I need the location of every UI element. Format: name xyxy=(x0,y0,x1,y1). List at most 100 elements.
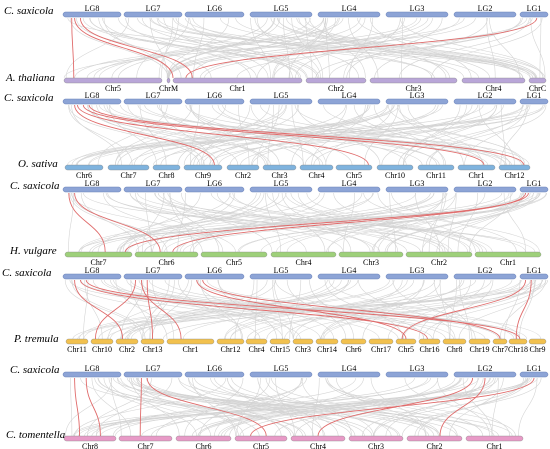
synteny-line xyxy=(210,377,392,437)
cs-chromosome-bar xyxy=(519,11,549,18)
synteny-line xyxy=(381,104,498,166)
synteny-line xyxy=(163,279,513,340)
synteny-line xyxy=(190,17,324,79)
synteny-line xyxy=(281,192,352,253)
synteny-line xyxy=(500,104,506,166)
synteny-line xyxy=(166,17,275,79)
cs-chromosome-label: LG2 xyxy=(478,4,493,13)
target-chromosome-bar xyxy=(299,164,334,171)
target-chromosome-bar xyxy=(405,251,473,258)
synteny-line xyxy=(387,279,485,340)
synteny-line xyxy=(422,279,543,340)
synteny-line xyxy=(130,279,395,340)
target-chromosome-bar xyxy=(348,435,404,442)
synteny-line xyxy=(305,17,313,79)
cs-chromosome-bar xyxy=(317,273,381,280)
highlighted-synteny-line xyxy=(74,104,215,166)
target-chromosome-label: Chr1 xyxy=(230,84,246,93)
target-chromosome-bar xyxy=(474,251,542,258)
cs-chromosome-bar xyxy=(184,371,245,378)
highlighted-synteny-line xyxy=(139,377,142,437)
synteny-line xyxy=(224,279,349,340)
target-chromosome-bar xyxy=(262,164,297,171)
species-label-ptremula: P. tremula xyxy=(13,333,59,345)
cs-chromosome-bar xyxy=(453,273,517,280)
synteny-line xyxy=(144,192,524,253)
synteny-line xyxy=(295,17,405,79)
synteny-line xyxy=(237,192,540,253)
synteny-line xyxy=(92,279,301,340)
synteny-line xyxy=(500,104,528,166)
synteny-line xyxy=(190,104,200,166)
cs-chromosome-bar xyxy=(249,11,313,18)
highlighted-synteny-line xyxy=(401,279,527,340)
cs-chromosome-bar xyxy=(453,186,517,193)
target-chromosome-bar xyxy=(63,435,117,442)
target-chromosome-label: Chr3 xyxy=(363,258,379,267)
cs-chromosome-label: LG8 xyxy=(85,179,100,188)
cs-chromosome-bar xyxy=(123,273,183,280)
target-chromosome-label: Chr6 xyxy=(196,442,212,449)
synteny-line xyxy=(199,17,460,79)
synteny-line xyxy=(230,279,492,340)
synteny-line xyxy=(71,279,261,340)
synteny-line xyxy=(403,279,534,340)
synteny-line xyxy=(136,17,189,79)
synteny-line xyxy=(115,104,193,166)
synteny-line xyxy=(68,192,74,253)
highlighted-synteny-line xyxy=(85,279,521,340)
target-chromosome-bar xyxy=(134,251,199,258)
target-chromosome-label: Chr7 xyxy=(121,171,137,180)
synteny-line xyxy=(431,17,543,79)
target-chromosome-label: Chr8 xyxy=(159,171,175,180)
highlighted-synteny-line xyxy=(85,377,101,437)
target-chromosome-label: Chr8 xyxy=(82,442,98,449)
cs-chromosome-label: LG7 xyxy=(146,91,161,100)
synteny-line xyxy=(234,279,255,340)
target-chromosome-bar xyxy=(335,164,373,171)
synteny-line xyxy=(323,104,511,166)
synteny-line xyxy=(313,104,504,166)
synteny-line xyxy=(103,377,197,437)
species-label-hvulgare: H. vulgare xyxy=(9,245,57,257)
cs-chromosome-bar xyxy=(249,98,313,105)
synteny-line xyxy=(240,104,544,166)
target-chromosome-label: Chr1 xyxy=(469,171,485,180)
synteny-line xyxy=(120,104,423,166)
target-chromosome-label: Chr11 xyxy=(67,345,87,354)
target-chromosome-bar xyxy=(315,338,339,345)
synteny-line xyxy=(199,377,529,437)
background-synteny-lines xyxy=(63,17,549,437)
synteny-line xyxy=(385,377,479,437)
synteny-line xyxy=(458,279,546,340)
target-chromosome-label: Chr9 xyxy=(530,345,546,354)
species-label-ctomentella: C. tomentella xyxy=(6,429,66,441)
synteny-line xyxy=(437,377,490,437)
cs-chromosome-label: LG4 xyxy=(342,364,357,373)
synteny-line xyxy=(159,104,305,166)
synteny-line xyxy=(92,192,503,253)
highlighted-synteny-line xyxy=(146,279,153,340)
synteny-line xyxy=(421,192,525,253)
target-chromosome-bar xyxy=(90,338,114,345)
synteny-line xyxy=(112,377,307,437)
cs-chromosome-label: LG8 xyxy=(85,91,100,100)
target-chromosome-bar xyxy=(417,164,455,171)
target-chromosome-bar xyxy=(175,435,232,442)
synteny-line xyxy=(127,104,268,166)
synteny-line xyxy=(289,279,302,340)
synteny-line xyxy=(457,192,479,253)
target-chromosome-label: Chr4 xyxy=(296,258,312,267)
synteny-line xyxy=(295,279,549,340)
synteny-line xyxy=(358,279,456,340)
cs-chromosome-bar xyxy=(317,371,381,378)
target-chromosome-bar xyxy=(166,77,171,84)
cs-chromosome-label: LG1 xyxy=(527,91,542,100)
synteny-line xyxy=(260,104,506,166)
target-chromosome-label: Chr5 xyxy=(105,84,121,93)
target-chromosome-label: Chr4 xyxy=(310,442,326,449)
target-chromosome-label: Chr8 xyxy=(447,345,463,354)
highlighted-synteny-line xyxy=(74,279,124,340)
synteny-line xyxy=(183,104,287,166)
target-chromosome-label: Chr2 xyxy=(235,171,251,180)
